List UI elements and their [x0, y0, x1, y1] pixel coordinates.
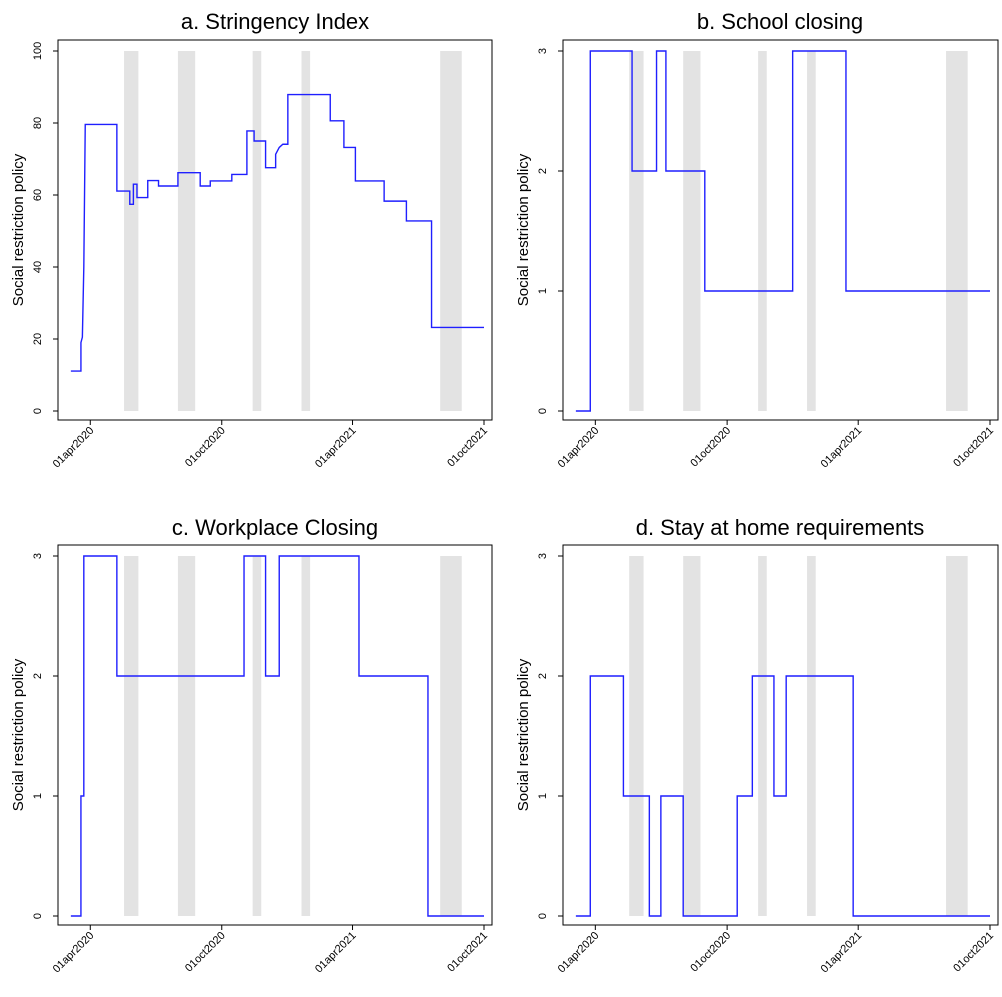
series-line: [575, 50, 990, 412]
x-tick-label: 01oct2021: [951, 425, 996, 470]
plot-frame: [57, 39, 493, 421]
x-tick-label: 01oct2020: [688, 425, 733, 470]
shaded-period: [440, 556, 462, 916]
series-line: [70, 93, 484, 372]
shaded-period: [301, 556, 311, 916]
shaded-period: [946, 51, 968, 411]
y-tick-label: 40: [32, 261, 44, 273]
panel-workplace-closing: c. Workplace Closing Social restriction p…: [10, 515, 493, 976]
y-tick-label: 60: [32, 189, 44, 201]
x-tick-label: 01apr2021: [819, 425, 865, 471]
shaded-period: [807, 51, 816, 411]
shaded-period: [252, 556, 262, 916]
panel-school-closing: b. School closing Social restriction poli…: [515, 9, 999, 471]
y-tick-label: 0: [537, 913, 549, 919]
x-tick-label: 01oct2020: [183, 930, 228, 975]
x-tick-label: 01oct2021: [445, 930, 490, 975]
y-tick-label: 1: [537, 793, 549, 799]
panel-stay-at-home: d. Stay at home requirements Social restr…: [515, 515, 999, 976]
shaded-period: [758, 556, 767, 916]
shaded-period: [683, 51, 701, 411]
y-axis-label: Social restriction policy: [10, 658, 27, 811]
y-tick-label: 1: [537, 288, 549, 294]
x-tick-label: 01apr2021: [819, 930, 865, 976]
y-tick-label: 3: [32, 553, 44, 559]
panel-title: d. Stay at home requirements: [636, 515, 925, 540]
shaded-period: [946, 556, 968, 916]
x-tick-label: 01apr2020: [556, 425, 602, 471]
shaded-period: [177, 556, 196, 916]
panel-title: a. Stringency Index: [181, 9, 369, 34]
series-line: [575, 675, 990, 917]
y-tick-label: 80: [32, 117, 44, 129]
plot-frame: [562, 544, 999, 926]
x-tick-label: 01apr2020: [556, 930, 602, 976]
shaded-period: [807, 556, 816, 916]
y-tick-label: 2: [32, 673, 44, 679]
shaded-period: [440, 51, 462, 411]
series-line: [70, 555, 484, 917]
y-axis-label: Social restriction policy: [10, 153, 27, 306]
x-tick-label: 01apr2020: [51, 425, 97, 471]
plot-frame: [57, 544, 493, 926]
shaded-period: [124, 556, 139, 916]
y-tick-label: 20: [32, 333, 44, 345]
shaded-period: [301, 51, 311, 411]
y-tick-label: 1: [32, 793, 44, 799]
x-tick-label: 01oct2021: [445, 425, 490, 470]
y-tick-label: 100: [32, 42, 44, 60]
x-tick-label: 01apr2021: [313, 425, 359, 471]
panel-title: c. Workplace Closing: [172, 515, 378, 540]
y-tick-label: 3: [537, 553, 549, 559]
shaded-period: [683, 556, 701, 916]
panel-title: b. School closing: [697, 9, 863, 34]
shaded-period: [758, 51, 767, 411]
x-tick-label: 01oct2020: [183, 425, 228, 470]
x-tick-label: 01apr2020: [51, 930, 97, 976]
x-tick-label: 01apr2021: [313, 930, 359, 976]
y-tick-label: 0: [537, 408, 549, 414]
y-axis-label: Social restriction policy: [515, 153, 532, 306]
shaded-period: [629, 556, 644, 916]
y-tick-label: 2: [537, 168, 549, 174]
x-tick-label: 01oct2020: [688, 930, 733, 975]
shaded-period: [177, 51, 196, 411]
y-axis-label: Social restriction policy: [515, 658, 532, 811]
y-tick-label: 0: [32, 913, 44, 919]
plot-frame: [562, 39, 999, 421]
shaded-period: [252, 51, 262, 411]
y-tick-label: 0: [32, 408, 44, 414]
y-tick-label: 3: [537, 48, 549, 54]
panel-stringency-index: a. Stringency Index Social restriction po…: [10, 9, 493, 471]
y-tick-label: 2: [537, 673, 549, 679]
x-tick-label: 01oct2021: [951, 930, 996, 975]
shaded-period: [629, 51, 644, 411]
shaded-period: [124, 51, 139, 411]
